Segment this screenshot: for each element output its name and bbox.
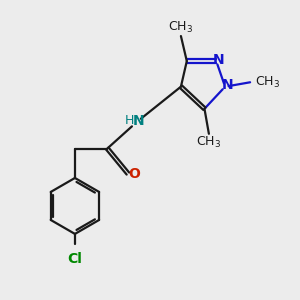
Text: N: N [221, 78, 233, 92]
Text: CH$_3$: CH$_3$ [196, 135, 221, 150]
Text: H: H [124, 114, 134, 127]
Text: CH$_3$: CH$_3$ [254, 75, 280, 90]
Text: N: N [212, 52, 224, 67]
Text: CH$_3$: CH$_3$ [168, 20, 194, 34]
Text: N: N [132, 114, 144, 128]
Text: O: O [128, 167, 140, 181]
Text: Cl: Cl [68, 253, 82, 266]
